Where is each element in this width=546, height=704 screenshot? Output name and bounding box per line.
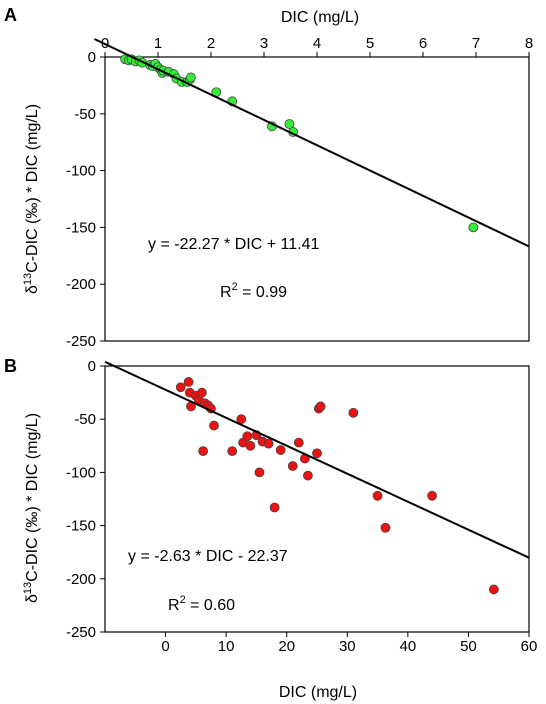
panel-b-data-point (198, 446, 209, 457)
panel-a-data-point (185, 72, 196, 83)
panel-a-y-tick-label: -200 (66, 276, 96, 293)
panel-a-plot-frame (104, 56, 530, 342)
panel-b-data-point (269, 502, 280, 513)
panel-b-data-point (254, 467, 265, 478)
panel-a-r2-value: = 0.99 (238, 284, 287, 301)
panel-a-points (120, 54, 479, 233)
panel-b-y-tick-label: -200 (66, 571, 96, 588)
panel-a-x-tick-label: 8 (525, 35, 533, 52)
panel-b-data-point (263, 438, 274, 449)
panel-b-r2: R2 = 0.60 (168, 594, 235, 614)
panel-b-data-point (242, 431, 253, 442)
panel-b-data-point (427, 490, 437, 501)
panel-b-r2-value: = 0.60 (186, 597, 235, 614)
panel-a-fit-line (93, 38, 530, 248)
panel-b-x-tick-label: 10 (218, 638, 235, 655)
panel-b: B DIC (mg/L) δ13C-DIC (‰) * DIC (mg/L) 0… (4, 356, 537, 701)
panel-b-data-point (315, 401, 326, 412)
panel-b-r2-label: R (168, 597, 180, 614)
panel-a-data-point (284, 119, 295, 129)
panel-a-x-tick-label: 2 (207, 35, 215, 52)
panel-b-data-point (372, 490, 383, 501)
panel-b-data-point (245, 440, 256, 451)
panel-a-x-tick-label: 6 (419, 35, 427, 52)
panel-a-y-tick-label: -150 (66, 219, 96, 236)
panel-a-x-tick-label: 5 (366, 35, 374, 52)
panel-a-y-tick-label: -50 (74, 106, 96, 123)
panel-b-data-point (183, 377, 194, 387)
panel-b-fit-line (104, 360, 530, 559)
panel-a-x-axis-title: DIC (mg/L) (281, 9, 359, 26)
panel-a-y-tick-label: -100 (66, 163, 96, 180)
panel-a-y-tick-label: -250 (66, 333, 96, 350)
panel-a-r2-sup: 2 (232, 281, 238, 293)
panel-b-x-tick-label: 60 (521, 638, 538, 655)
panel-b-data-point (380, 522, 391, 533)
panel-b-x-ticks: 0 10 20 30 40 50 60 (161, 632, 537, 655)
panel-b-y-title-main: C-DIC (‰) * DIC (mg/L) (24, 413, 41, 582)
panel-b-y-title-sup: 13 (22, 582, 34, 594)
panel-b-data-point (303, 470, 313, 481)
panel-b-equation: y = -2.63 * DIC - 22.37 (128, 548, 288, 565)
panel-b-data-point (287, 461, 298, 471)
panel-a-y-axis-title: δ13C-DIC (‰) * DIC (mg/L) (22, 104, 41, 294)
panel-b-x-tick-label: 40 (400, 638, 417, 655)
panel-a-x-tick-label: 3 (260, 35, 268, 52)
panel-b-x-tick-label: 0 (161, 638, 169, 655)
panel-b-x-tick-label: 20 (278, 638, 295, 655)
panel-b-y-tick-label: -100 (66, 464, 96, 481)
panel-a-x-ticks: 012345678 (101, 35, 533, 57)
panel-b-data-point (348, 407, 359, 418)
panel-b-label: B (4, 356, 17, 376)
panel-a-data-point (468, 222, 479, 233)
panel-b-data-point (275, 445, 286, 455)
panel-b-y-ticks: 0 -50 -100 -150 -200 -250 (66, 358, 105, 641)
panel-b-x-tick-label: 30 (339, 638, 356, 655)
panel-b-data-point (209, 420, 219, 431)
panel-b-r2-sup: 2 (180, 594, 186, 606)
panel-a: A DIC (mg/L) δ13C-DIC (‰) * DIC (mg/L) 0… (4, 5, 533, 350)
panel-a-x-tick-label: 7 (472, 35, 480, 52)
panel-b-data-point (197, 387, 207, 398)
panel-b-y-title-delta: δ (24, 594, 41, 603)
panel-b-data-point (488, 584, 499, 595)
panel-b-y-tick-label: -250 (66, 624, 96, 641)
panel-a-y-title-main: C-DIC (‰) * DIC (mg/L) (24, 104, 41, 273)
panel-b-x-tick-label: 50 (460, 638, 477, 655)
panel-b-x-axis-title: DIC (mg/L) (279, 684, 357, 701)
panel-b-y-tick-label: 0 (88, 358, 96, 375)
panel-a-y-tick-label: 0 (88, 49, 96, 66)
panel-b-data-point (312, 448, 322, 459)
panel-a-y-title-delta: δ (24, 285, 41, 294)
panel-a-r2-label: R (220, 284, 232, 301)
panel-a-r2: R2 = 0.99 (220, 281, 287, 301)
panel-b-data-point (175, 382, 186, 393)
panel-b-y-tick-label: -50 (74, 411, 96, 428)
panel-a-y-ticks: 0 -50 -100 -150 -200 -250 (66, 49, 105, 350)
panel-a-x-tick-label: 1 (154, 35, 162, 52)
panel-b-plot-frame (104, 365, 530, 633)
panel-a-x-tick-label: 4 (313, 35, 321, 52)
panel-b-y-axis-title: δ13C-DIC (‰) * DIC (mg/L) (22, 413, 41, 603)
panel-a-y-title-sup: 13 (22, 273, 34, 285)
panel-b-y-tick-label: -150 (66, 518, 96, 535)
panel-b-points (175, 377, 499, 595)
panel-a-equation: y = -22.27 * DIC + 11.41 (148, 236, 319, 253)
panel-a-label: A (4, 5, 17, 25)
panel-b-data-point (227, 446, 238, 457)
panel-b-data-point (293, 437, 304, 448)
